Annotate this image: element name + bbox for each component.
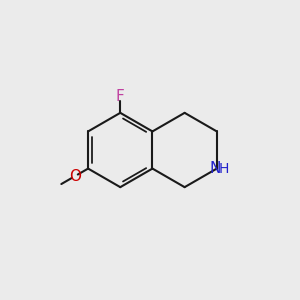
Text: F: F [116,89,125,104]
Text: N: N [210,161,221,176]
Text: O: O [69,169,81,184]
Text: H: H [219,162,230,176]
